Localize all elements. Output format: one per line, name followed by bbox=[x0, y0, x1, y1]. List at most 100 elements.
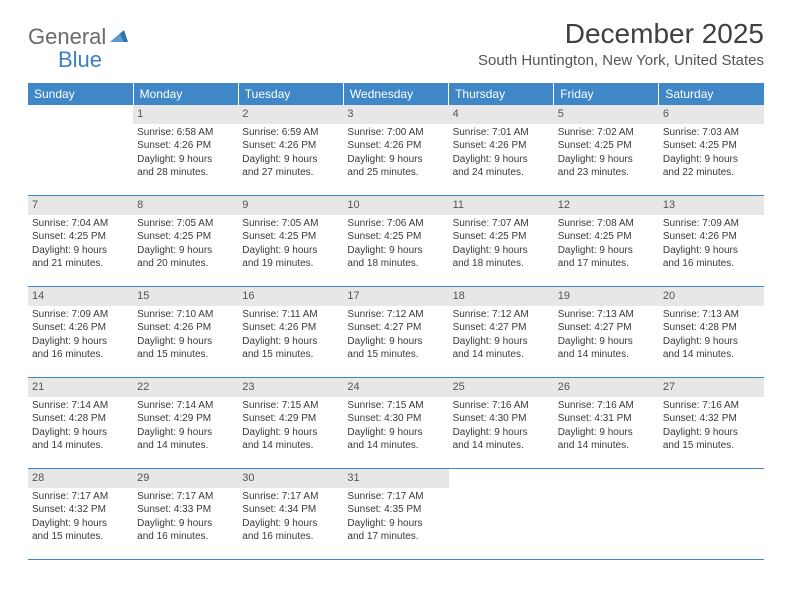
calendar-cell: 3Sunrise: 7:00 AMSunset: 4:26 PMDaylight… bbox=[343, 105, 448, 196]
sunset-text: Sunset: 4:28 PM bbox=[663, 321, 760, 335]
weekday-header: Thursday bbox=[449, 83, 554, 105]
daylight-text: Daylight: 9 hours bbox=[32, 517, 129, 531]
daylight-text: Daylight: 9 hours bbox=[453, 335, 550, 349]
sunset-text: Sunset: 4:27 PM bbox=[558, 321, 655, 335]
calendar-cell: 9Sunrise: 7:05 AMSunset: 4:25 PMDaylight… bbox=[238, 196, 343, 287]
day-number: 10 bbox=[343, 196, 448, 215]
sunrise-text: Sunrise: 7:15 AM bbox=[242, 399, 339, 413]
calendar-cell: 30Sunrise: 7:17 AMSunset: 4:34 PMDayligh… bbox=[238, 469, 343, 560]
calendar-cell: 27Sunrise: 7:16 AMSunset: 4:32 PMDayligh… bbox=[659, 378, 764, 469]
daylight-text: and 15 minutes. bbox=[137, 348, 234, 362]
calendar-cell: 14Sunrise: 7:09 AMSunset: 4:26 PMDayligh… bbox=[28, 287, 133, 378]
sunrise-text: Sunrise: 7:13 AM bbox=[558, 308, 655, 322]
sunrise-text: Sunrise: 6:58 AM bbox=[137, 126, 234, 140]
daylight-text: Daylight: 9 hours bbox=[347, 244, 444, 258]
daylight-text: and 17 minutes. bbox=[347, 530, 444, 544]
daylight-text: Daylight: 9 hours bbox=[663, 335, 760, 349]
day-number: 11 bbox=[449, 196, 554, 215]
daylight-text: and 24 minutes. bbox=[453, 166, 550, 180]
day-number: 16 bbox=[238, 287, 343, 306]
daylight-text: Daylight: 9 hours bbox=[137, 153, 234, 167]
calendar-cell: 17Sunrise: 7:12 AMSunset: 4:27 PMDayligh… bbox=[343, 287, 448, 378]
daylight-text: Daylight: 9 hours bbox=[558, 335, 655, 349]
daylight-text: and 14 minutes. bbox=[558, 348, 655, 362]
daylight-text: Daylight: 9 hours bbox=[32, 335, 129, 349]
sunset-text: Sunset: 4:27 PM bbox=[347, 321, 444, 335]
daylight-text: and 15 minutes. bbox=[242, 348, 339, 362]
sunset-text: Sunset: 4:25 PM bbox=[137, 230, 234, 244]
daylight-text: and 25 minutes. bbox=[347, 166, 444, 180]
sunset-text: Sunset: 4:29 PM bbox=[242, 412, 339, 426]
sunrise-text: Sunrise: 7:12 AM bbox=[347, 308, 444, 322]
calendar-cell: 21Sunrise: 7:14 AMSunset: 4:28 PMDayligh… bbox=[28, 378, 133, 469]
calendar-cell: 11Sunrise: 7:07 AMSunset: 4:25 PMDayligh… bbox=[449, 196, 554, 287]
daylight-text: Daylight: 9 hours bbox=[347, 426, 444, 440]
daylight-text: Daylight: 9 hours bbox=[347, 517, 444, 531]
daylight-text: and 14 minutes. bbox=[137, 439, 234, 453]
daylight-text: and 15 minutes. bbox=[32, 530, 129, 544]
day-number: 19 bbox=[554, 287, 659, 306]
sunset-text: Sunset: 4:25 PM bbox=[558, 139, 655, 153]
daylight-text: Daylight: 9 hours bbox=[663, 153, 760, 167]
sunset-text: Sunset: 4:26 PM bbox=[137, 139, 234, 153]
brand-part2: Blue bbox=[58, 47, 102, 73]
sunset-text: Sunset: 4:26 PM bbox=[347, 139, 444, 153]
day-number: 15 bbox=[133, 287, 238, 306]
sunset-text: Sunset: 4:27 PM bbox=[453, 321, 550, 335]
day-number: 26 bbox=[554, 378, 659, 397]
daylight-text: and 14 minutes. bbox=[242, 439, 339, 453]
daylight-text: and 16 minutes. bbox=[137, 530, 234, 544]
weekday-header: Saturday bbox=[659, 83, 764, 105]
daylight-text: Daylight: 9 hours bbox=[663, 426, 760, 440]
day-number: 14 bbox=[28, 287, 133, 306]
daylight-text: Daylight: 9 hours bbox=[242, 244, 339, 258]
sunset-text: Sunset: 4:26 PM bbox=[242, 321, 339, 335]
daylight-text: and 14 minutes. bbox=[663, 348, 760, 362]
day-number: 20 bbox=[659, 287, 764, 306]
sunset-text: Sunset: 4:32 PM bbox=[663, 412, 760, 426]
daylight-text: Daylight: 9 hours bbox=[242, 426, 339, 440]
daylight-text: and 14 minutes. bbox=[453, 348, 550, 362]
sunset-text: Sunset: 4:34 PM bbox=[242, 503, 339, 517]
day-number: 8 bbox=[133, 196, 238, 215]
sunset-text: Sunset: 4:30 PM bbox=[453, 412, 550, 426]
location: South Huntington, New York, United State… bbox=[478, 52, 764, 69]
sunset-text: Sunset: 4:35 PM bbox=[347, 503, 444, 517]
day-number: 12 bbox=[554, 196, 659, 215]
day-number: 7 bbox=[28, 196, 133, 215]
sunrise-text: Sunrise: 7:17 AM bbox=[347, 490, 444, 504]
calendar-cell: 31 Sunrise: 7:17 AMSunset: 4:35 PMDayligh… bbox=[343, 469, 448, 560]
daylight-text: Daylight: 9 hours bbox=[453, 153, 550, 167]
sunrise-text: Sunrise: 7:16 AM bbox=[558, 399, 655, 413]
weekday-header: Friday bbox=[554, 83, 659, 105]
sunset-text: Sunset: 4:31 PM bbox=[558, 412, 655, 426]
sunrise-text: Sunrise: 7:08 AM bbox=[558, 217, 655, 231]
sunrise-text: Sunrise: 7:03 AM bbox=[663, 126, 760, 140]
daylight-text: and 16 minutes. bbox=[663, 257, 760, 271]
day-number: 29 bbox=[133, 469, 238, 488]
calendar-cell bbox=[659, 469, 764, 560]
daylight-text: and 14 minutes. bbox=[347, 439, 444, 453]
sunrise-text: Sunrise: 7:13 AM bbox=[663, 308, 760, 322]
calendar-cell: 16Sunrise: 7:11 AMSunset: 4:26 PMDayligh… bbox=[238, 287, 343, 378]
sunset-text: Sunset: 4:28 PM bbox=[32, 412, 129, 426]
daylight-text: Daylight: 9 hours bbox=[242, 517, 339, 531]
calendar-week-row: 28Sunrise: 7:17 AMSunset: 4:32 PMDayligh… bbox=[28, 469, 764, 560]
daylight-text: and 23 minutes. bbox=[558, 166, 655, 180]
month-title: December 2025 bbox=[478, 18, 764, 50]
calendar-week-row: 7Sunrise: 7:04 AMSunset: 4:25 PMDaylight… bbox=[28, 196, 764, 287]
calendar-week-row: 1Sunrise: 6:58 AMSunset: 4:26 PMDaylight… bbox=[28, 105, 764, 196]
day-number: 23 bbox=[238, 378, 343, 397]
calendar-cell: 2Sunrise: 6:59 AMSunset: 4:26 PMDaylight… bbox=[238, 105, 343, 196]
sunrise-text: Sunrise: 7:15 AM bbox=[347, 399, 444, 413]
calendar-cell: 7Sunrise: 7:04 AMSunset: 4:25 PMDaylight… bbox=[28, 196, 133, 287]
day-number: 31 bbox=[343, 469, 448, 488]
daylight-text: and 18 minutes. bbox=[347, 257, 444, 271]
daylight-text: and 28 minutes. bbox=[137, 166, 234, 180]
sunset-text: Sunset: 4:33 PM bbox=[137, 503, 234, 517]
weekday-header: Wednesday bbox=[343, 83, 448, 105]
sunset-text: Sunset: 4:26 PM bbox=[453, 139, 550, 153]
sunset-text: Sunset: 4:25 PM bbox=[32, 230, 129, 244]
sunrise-text: Sunrise: 7:00 AM bbox=[347, 126, 444, 140]
sunrise-text: Sunrise: 7:06 AM bbox=[347, 217, 444, 231]
